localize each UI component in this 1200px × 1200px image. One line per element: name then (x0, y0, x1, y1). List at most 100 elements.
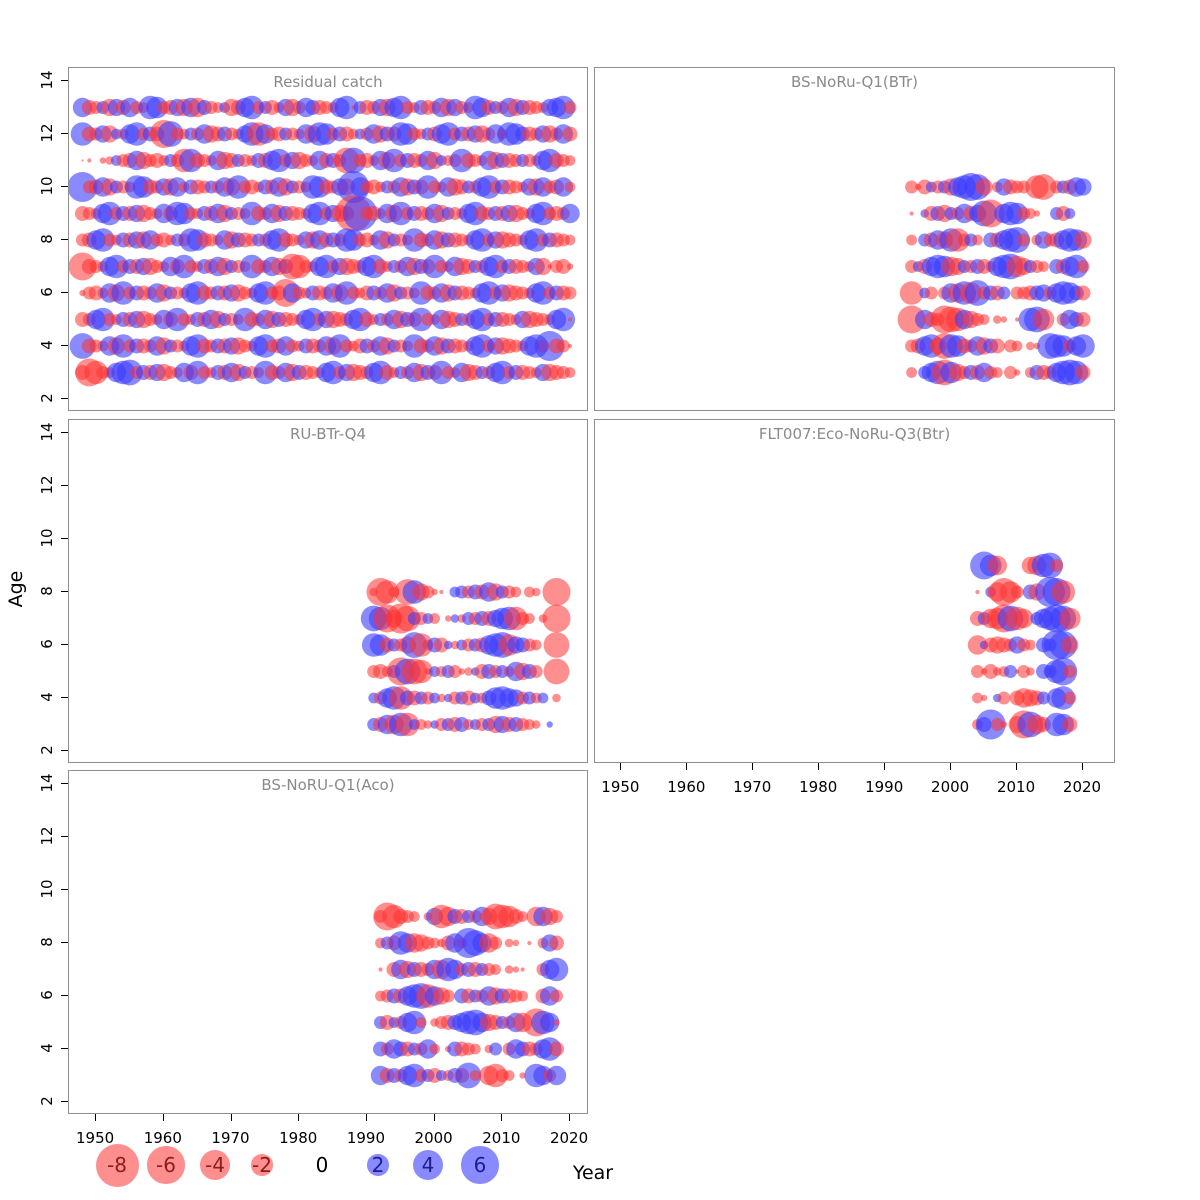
x-axis-title: Year (572, 1162, 614, 1184)
residual-bubble (437, 693, 446, 703)
legend-value-label: -6 (156, 1153, 176, 1177)
x-tick-label: 1980 (799, 778, 838, 796)
x-tick (365, 1114, 367, 1121)
residual-bubble (1024, 639, 1036, 651)
residual-bubble (512, 966, 520, 973)
y-tick (61, 345, 68, 346)
y-tick-label: 2 (38, 393, 56, 403)
y-tick (61, 186, 68, 187)
y-tick-label: 14 (38, 422, 56, 442)
residual-bubble (504, 965, 514, 974)
residual-bubble (1049, 657, 1078, 686)
residual-bubble (1075, 365, 1091, 380)
residual-bubble (409, 633, 433, 657)
residual-bubble (429, 613, 440, 624)
residual-bubble (909, 211, 914, 216)
residual-bubble (551, 307, 576, 332)
residual-bubble (549, 935, 564, 951)
residual-bubble (906, 234, 917, 246)
residual-bubble (1059, 607, 1081, 630)
residual-bubble (546, 721, 553, 728)
x-tick-label: 1950 (75, 1129, 115, 1147)
residual-bubble (972, 234, 983, 246)
residual-bubble (429, 937, 440, 949)
residual-bubble (531, 587, 541, 597)
residual-bubble (409, 659, 433, 684)
residual-bubble (99, 157, 107, 164)
residual-bubble (431, 588, 438, 596)
x-tick-label: 1970 (733, 778, 772, 796)
residual-bubble (1013, 369, 1021, 376)
residual-bubble (524, 719, 535, 730)
residual-bubble (421, 585, 435, 599)
residual-bubble (555, 259, 571, 274)
x-tick-label: 2010 (996, 778, 1036, 796)
residual-bubble (1075, 285, 1091, 301)
residual-bubble (450, 614, 460, 623)
residual-bubble (439, 589, 444, 595)
x-tick-label: 2020 (549, 1129, 589, 1147)
residual-bubble (1004, 366, 1017, 379)
x-tick-label: 2000 (931, 778, 970, 796)
residual-bubble (1051, 580, 1075, 604)
residual-bubble (975, 178, 993, 196)
residual-bubble (564, 181, 576, 193)
panel-flt007-eco-noru-q3-btr: FLT007:Eco-NoRu-Q3(Btr) (594, 419, 1115, 763)
y-tick (61, 942, 68, 943)
legend-bubble (251, 1154, 273, 1176)
x-tick (569, 1114, 571, 1121)
residual-bubble (1026, 341, 1035, 351)
residual-bubble (375, 580, 400, 604)
y-tick-label: 12 (38, 123, 56, 143)
residual-bubble (543, 658, 570, 685)
residual-bubble (987, 555, 1007, 576)
residual-bubble (540, 1012, 560, 1033)
residual-bubble (537, 692, 549, 704)
residual-bubble (1037, 691, 1050, 705)
residual-bubble (490, 964, 501, 975)
residual-bubble (531, 720, 541, 729)
residual-bubble (560, 203, 580, 224)
x-tick-label: 1990 (865, 778, 904, 796)
residual-bubble (1076, 260, 1090, 273)
x-tick (950, 763, 952, 770)
y-tick (61, 1048, 68, 1049)
residual-bubble (972, 692, 983, 704)
residual-bubble (550, 989, 563, 1003)
residual-bubble (899, 281, 924, 305)
x-tick (95, 1114, 97, 1121)
x-tick (298, 1114, 300, 1121)
residual-bubble (408, 911, 420, 922)
residual-bubble (395, 712, 420, 737)
residual-bubble (534, 257, 552, 276)
residual-bubble (567, 343, 573, 349)
residual-bubble (517, 990, 528, 1002)
residual-bubble (546, 1065, 567, 1086)
residual-bubble (980, 694, 988, 702)
y-tick (61, 995, 68, 996)
residual-bubble (552, 693, 561, 703)
y-tick (61, 398, 68, 399)
x-tick-label: 1970 (211, 1129, 250, 1147)
residual-bubble (1038, 261, 1049, 272)
residual-bubble (527, 940, 532, 946)
residual-bubble (423, 720, 433, 729)
residual-bubble (517, 911, 528, 922)
residual-bubble (1064, 208, 1076, 219)
residual-bubble (81, 159, 84, 162)
y-tick-label: 8 (38, 234, 56, 244)
legend-value-label: 2 (371, 1153, 385, 1177)
residual-bubble (1074, 231, 1092, 249)
residual-bubble (967, 635, 988, 655)
residual-bubble (567, 317, 573, 322)
y-tick (61, 485, 68, 486)
residual-bubble (512, 939, 520, 947)
legend-bubble (95, 1143, 139, 1187)
residual-bubble (455, 1062, 482, 1089)
y-axis-title: Age (5, 570, 27, 608)
residual-bubble (458, 668, 465, 675)
residual-bubble (991, 367, 1003, 378)
residual-bubble (402, 1010, 427, 1035)
residual-bubble (443, 640, 453, 650)
residual-bubble (562, 126, 578, 142)
